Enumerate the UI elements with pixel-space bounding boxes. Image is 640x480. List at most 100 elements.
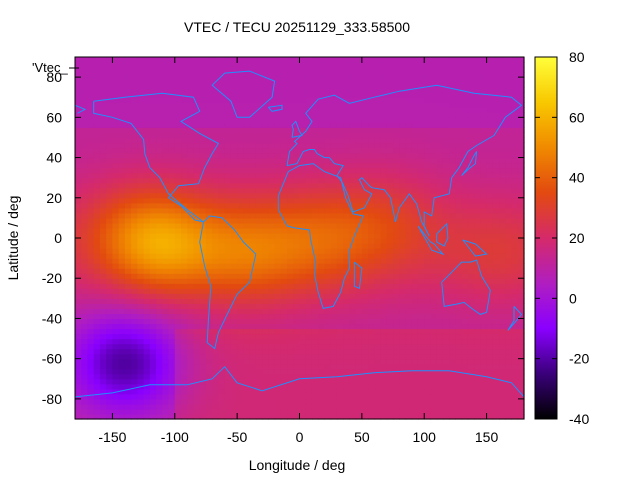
heatmap-cell [349,278,357,284]
heatmap-cell [299,293,307,299]
heatmap-cell [187,353,195,360]
heatmap-cell [318,82,326,88]
heatmap-cell [492,87,500,93]
heatmap-cell [249,77,257,83]
heatmap-cell [355,258,363,264]
heatmap-cell [193,398,201,405]
heatmap-cell [156,343,163,350]
heatmap-cell [162,122,170,128]
heatmap-cell [280,243,288,249]
heatmap-cell [467,192,475,199]
heatmap-cell [480,182,488,189]
heatmap-cell [137,102,145,108]
heatmap-cell [268,172,276,179]
heatmap-cell [75,212,82,219]
heatmap-cell [436,238,444,244]
heatmap-cell [386,293,394,299]
heatmap-cell [143,313,151,320]
heatmap-cell [386,147,394,154]
heatmap-cell [237,383,244,390]
heatmap-cell [442,368,450,375]
heatmap-cell [461,343,469,350]
heatmap-cell [486,112,494,118]
heatmap-cell [131,333,138,340]
heatmap-cell [417,87,425,93]
heatmap-cell [81,368,89,375]
heatmap-cell [99,263,107,269]
heatmap-cell [467,253,475,259]
heatmap-cell [424,77,432,83]
heatmap-cell [330,333,338,340]
heatmap-cell [199,298,207,304]
heatmap-cell [75,77,82,83]
heatmap-cell [474,202,481,209]
heatmap-cell [330,97,338,103]
heatmap-cell [324,127,332,134]
heatmap-cell [349,358,357,365]
heatmap-cell [230,177,238,184]
heatmap-cell [318,147,326,154]
heatmap-cell [299,318,307,325]
heatmap-cell [324,263,332,269]
heatmap-cell [106,393,114,400]
heatmap-cell [474,137,481,144]
heatmap-cell [449,72,457,78]
heatmap-cell [492,413,500,420]
heatmap-cell [499,408,506,415]
heatmap-cell [374,378,382,385]
heatmap-cell [330,328,338,335]
heatmap-cell [187,197,195,204]
heatmap-cell [193,137,201,144]
heatmap-cell [262,393,269,400]
heatmap-cell [112,157,120,164]
heatmap-cell [349,142,357,149]
heatmap-cell [505,328,513,335]
heatmap-cell [218,373,226,380]
heatmap-cell [305,313,313,320]
heatmap-cell [442,102,450,108]
heatmap-cell [355,57,363,63]
heatmap-cell [280,207,288,214]
heatmap-cell [224,232,232,239]
heatmap-cell [87,313,95,320]
heatmap-cell [156,162,163,169]
heatmap-cell [324,378,332,385]
heatmap-cell [156,383,163,390]
heatmap-cell [268,398,276,405]
heatmap-cell [355,383,363,390]
heatmap-cell [274,87,282,93]
heatmap-cell [368,192,375,199]
heatmap-cell [299,278,307,284]
heatmap-cell [467,92,475,98]
heatmap-cell [199,243,207,249]
heatmap-cell [181,232,188,239]
heatmap-cell [118,92,126,98]
heatmap-cell [368,132,375,139]
heatmap-cell [343,152,350,159]
heatmap-cell [237,273,244,279]
heatmap-cell [131,253,138,259]
heatmap-cell [474,77,481,83]
heatmap-cell [168,293,176,299]
heatmap-cell [124,122,132,128]
heatmap-cell [106,92,114,98]
heatmap-cell [168,152,176,159]
heatmap-cell [293,378,301,385]
heatmap-cell [467,243,475,249]
heatmap-cell [499,278,506,284]
heatmap-cell [436,363,444,370]
heatmap-cell [131,222,138,229]
heatmap-cell [380,368,388,375]
heatmap-cell [106,358,114,365]
heatmap-cell [311,298,319,304]
heatmap-cell [287,238,294,244]
heatmap-cell [237,298,244,304]
heatmap-cell [305,288,313,294]
heatmap-cell [399,253,407,259]
heatmap-cell [181,293,188,299]
heatmap-cell [405,353,413,360]
heatmap-cell [230,263,238,269]
heatmap-cell [449,57,457,63]
heatmap-cell [199,408,207,415]
heatmap-cell [149,363,157,370]
